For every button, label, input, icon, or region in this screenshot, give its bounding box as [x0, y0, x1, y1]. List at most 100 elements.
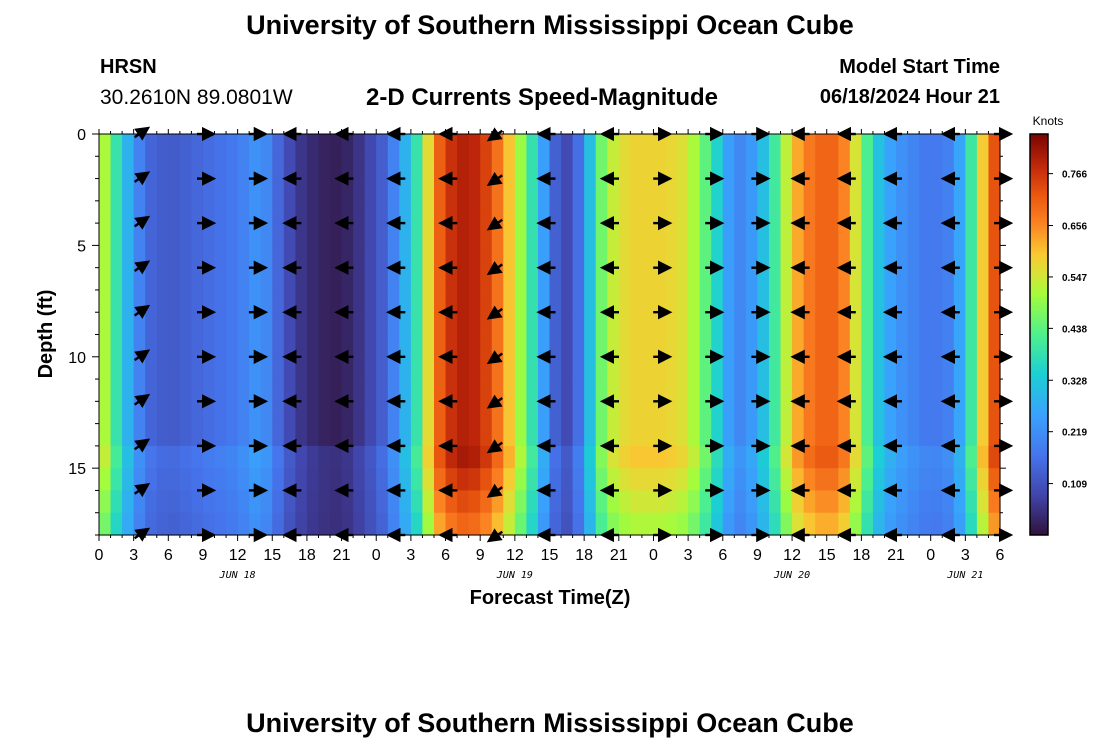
heatmap-cell [457, 134, 470, 157]
heatmap-cell [976, 490, 990, 514]
heatmap-cell [306, 134, 320, 157]
heatmap-cell [815, 156, 828, 180]
heatmap-cell [514, 289, 527, 313]
heatmap-cell [306, 334, 320, 358]
heatmap-cell [561, 490, 574, 514]
heatmap-cell [272, 334, 285, 358]
heatmap-cell [676, 401, 689, 425]
heatmap-cell [607, 334, 620, 358]
heatmap-cell [156, 245, 169, 269]
heatmap-cell [872, 512, 886, 536]
heatmap-cell [410, 512, 424, 536]
heatmap-cell [896, 401, 909, 425]
heatmap-cell [919, 289, 932, 313]
heatmap-cell [953, 267, 966, 291]
heatmap-cell [99, 267, 112, 291]
heatmap-cell [965, 445, 978, 469]
heatmap-cell [896, 178, 909, 202]
heatmap-cell [722, 334, 735, 358]
heatmap-cell [514, 178, 527, 202]
heatmap-cell [965, 134, 978, 157]
heatmap-cell [792, 512, 805, 536]
heatmap-cell [699, 490, 712, 514]
heatmap-cell [907, 312, 920, 336]
heatmap-cell [641, 334, 655, 358]
heatmap-cell [676, 267, 689, 291]
heatmap-cell [249, 445, 262, 469]
heatmap-cell [237, 334, 250, 358]
heatmap-cell [503, 490, 516, 514]
heatmap-cell [399, 490, 412, 514]
heatmap-cell [526, 267, 539, 291]
heatmap-cell [330, 289, 343, 313]
heatmap-cell [953, 379, 966, 402]
colorbar-tick-label: 0.656 [1062, 222, 1087, 233]
heatmap-cell [457, 223, 470, 246]
heatmap-cell [838, 512, 851, 536]
heatmap-cell [607, 223, 620, 246]
heatmap-cell [364, 178, 377, 202]
heatmap-cell [976, 379, 990, 402]
heatmap-cell [861, 289, 874, 313]
heatmap-cell [260, 200, 273, 224]
heatmap-cell [757, 356, 770, 380]
heatmap-cell [387, 200, 400, 224]
heatmap-cell [884, 312, 897, 336]
heatmap-cell [283, 289, 296, 313]
heatmap-cell [688, 490, 701, 514]
heatmap-cell [410, 468, 424, 492]
heatmap-cell [688, 134, 701, 157]
heatmap-cell [549, 156, 562, 180]
heatmap-cell [803, 312, 816, 336]
heatmap-cell [745, 423, 759, 447]
heatmap-cell [849, 512, 862, 536]
heatmap-cell [364, 134, 377, 157]
heatmap-cell [584, 156, 597, 180]
heatmap-cell [99, 490, 112, 514]
heatmap-cell [445, 445, 458, 469]
heatmap-cell [861, 334, 874, 358]
heatmap-cell [468, 289, 481, 313]
heatmap-cell [99, 178, 112, 202]
heatmap-cell [156, 223, 169, 246]
heatmap-cell [387, 156, 400, 180]
heatmap-cell [653, 490, 666, 514]
heatmap-cell [745, 334, 759, 358]
heatmap-cell [468, 490, 481, 514]
heatmap-cell [399, 468, 412, 492]
heatmap-cell [953, 312, 966, 336]
heatmap-cell [838, 134, 851, 157]
heatmap-cell [561, 334, 574, 358]
current-arrow [133, 304, 151, 319]
heatmap-cell [260, 379, 273, 402]
heatmap-cell [572, 245, 585, 269]
heatmap-cell [653, 267, 666, 291]
x-tick-label: 6 [996, 547, 1005, 564]
heatmap-cell [410, 267, 424, 291]
heatmap-cell [306, 178, 320, 202]
heatmap-cell [514, 490, 527, 514]
heatmap-cell [480, 356, 493, 380]
heatmap-cell [896, 134, 909, 157]
heatmap-cell [295, 245, 308, 269]
colorbar-tick-label: 0.328 [1062, 376, 1087, 387]
heatmap-cell [792, 468, 805, 492]
heatmap-cell [445, 245, 458, 269]
heatmap-cell [145, 512, 158, 536]
heatmap-cell [688, 245, 701, 269]
heatmap-cell [191, 312, 204, 336]
heatmap-cell [561, 223, 574, 246]
heatmap-cell [353, 289, 366, 313]
heatmap-cell [110, 490, 123, 514]
current-arrow [133, 483, 151, 498]
heatmap-cell [711, 468, 724, 492]
heatmap-cell [376, 334, 389, 358]
heatmap-cell [353, 312, 366, 336]
heatmap-cell [330, 423, 343, 447]
heatmap-cell [260, 490, 273, 514]
heatmap-cell [595, 445, 608, 469]
heatmap-cell [919, 178, 932, 202]
heatmap-cell [780, 334, 793, 358]
heatmap-cell [722, 156, 735, 180]
heatmap-cell [202, 468, 216, 492]
